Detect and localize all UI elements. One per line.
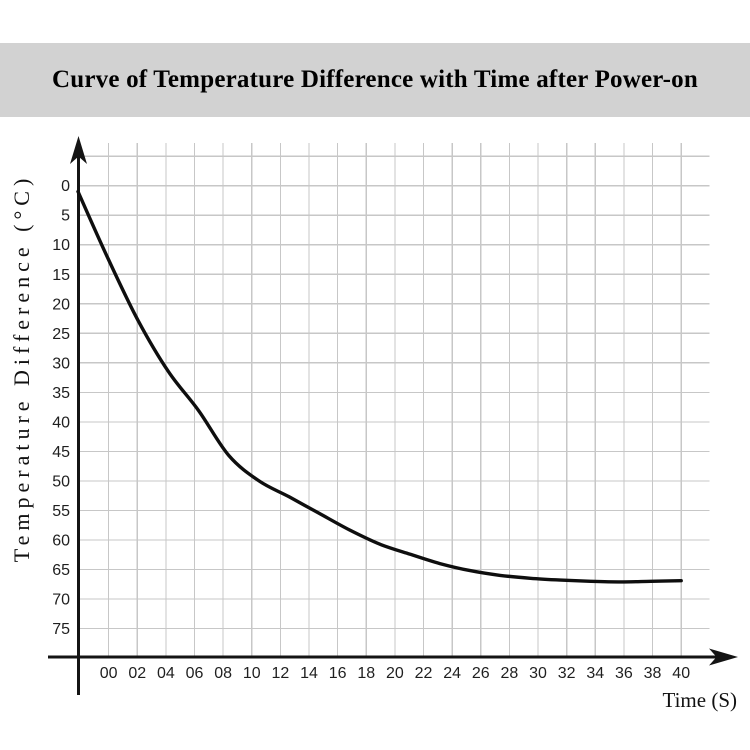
y-tick-label: 45	[52, 444, 70, 461]
x-tick-label: 14	[300, 665, 318, 682]
x-tick-label: 06	[186, 665, 204, 682]
y-tick-label: 30	[52, 355, 70, 372]
y-axis-title: Temperature Difference (°C)	[9, 174, 34, 563]
grid	[78, 143, 710, 657]
x-tick-label: 18	[357, 665, 375, 682]
x-tick-label: 16	[329, 665, 347, 682]
y-tick-label: 50	[52, 473, 70, 490]
x-axis-arrow-icon	[709, 648, 738, 666]
y-tick-label: 75	[52, 621, 70, 638]
x-tick-label: 08	[214, 665, 232, 682]
x-tick-label: 26	[472, 665, 490, 682]
x-tick-label: 04	[157, 665, 175, 682]
x-axis-title: Time (S)	[663, 688, 738, 712]
x-tick-label: 28	[501, 665, 519, 682]
x-tick-label: 10	[243, 665, 261, 682]
x-tick-label: 32	[558, 665, 576, 682]
x-tick-label: 24	[443, 665, 461, 682]
x-tick-label: 00	[100, 665, 118, 682]
y-tick-label: 25	[52, 326, 70, 343]
y-tick-label: 70	[52, 591, 70, 608]
x-tick-label: 36	[615, 665, 633, 682]
y-tick-label: 60	[52, 532, 70, 549]
axes	[48, 136, 738, 695]
x-tick-label: 30	[529, 665, 547, 682]
y-tick-label: 65	[52, 562, 70, 579]
y-tick-label: 5	[61, 208, 70, 225]
y-tick-label: 15	[52, 267, 70, 284]
x-tick-label: 22	[415, 665, 433, 682]
y-tick-label: 55	[52, 503, 70, 520]
x-tick-label: 20	[386, 665, 404, 682]
y-tick-label: 0	[61, 178, 70, 195]
y-tick-label: 10	[52, 237, 70, 254]
chart-title-bar: Curve of Temperature Difference with Tim…	[0, 43, 750, 117]
y-axis-arrow-icon	[70, 136, 87, 164]
x-tick-label: 12	[271, 665, 289, 682]
curve	[76, 189, 683, 584]
y-tick-label: 40	[52, 414, 70, 431]
x-tick-label: 38	[644, 665, 662, 682]
y-tick-label: 20	[52, 296, 70, 313]
y-tick-label: 35	[52, 385, 70, 402]
chart-title: Curve of Temperature Difference with Tim…	[51, 66, 698, 93]
tick-labels: 0 5 10 15 20 25 30 35 40 45 50 55 60 65 70 75 00 02 04 06 08…	[52, 178, 690, 682]
x-tick-label: 02	[128, 665, 146, 682]
temperature-difference-curve	[76, 189, 683, 584]
x-tick-label: 40	[672, 665, 690, 682]
x-tick-label: 34	[586, 665, 604, 682]
